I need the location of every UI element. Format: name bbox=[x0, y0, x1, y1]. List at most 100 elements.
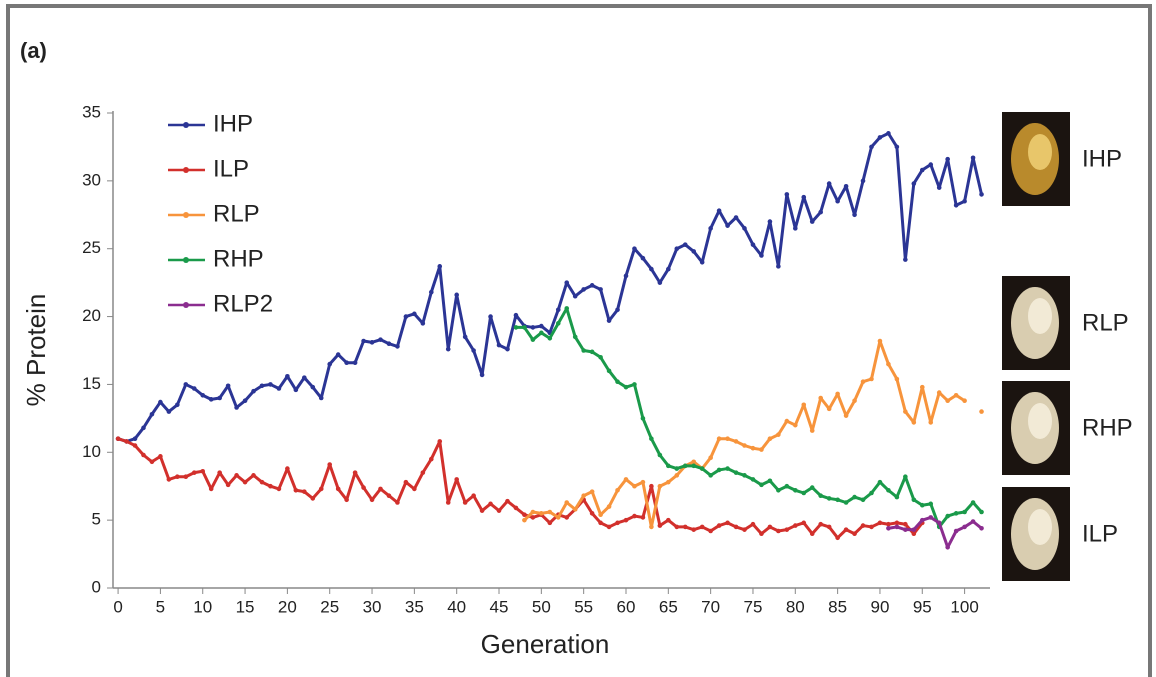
point bbox=[674, 473, 679, 478]
y-axis-title: % Protein bbox=[21, 294, 51, 407]
point bbox=[827, 407, 832, 412]
point bbox=[277, 386, 282, 391]
point bbox=[564, 280, 569, 285]
point bbox=[268, 484, 273, 489]
point bbox=[632, 246, 637, 251]
point bbox=[861, 179, 866, 184]
x-tick-label: 50 bbox=[532, 597, 551, 616]
point bbox=[294, 388, 299, 393]
y-tick-label: 15 bbox=[82, 374, 101, 393]
x-tick-label: 85 bbox=[828, 597, 847, 616]
point bbox=[751, 446, 756, 451]
point bbox=[226, 483, 231, 488]
point bbox=[717, 208, 722, 213]
point bbox=[683, 464, 688, 469]
point bbox=[658, 484, 663, 489]
point bbox=[632, 382, 637, 387]
point bbox=[421, 321, 426, 326]
point bbox=[615, 521, 620, 526]
y-tick-label: 10 bbox=[82, 442, 101, 461]
point bbox=[708, 226, 713, 231]
chart: (a) Generation % Protein 051015202530350… bbox=[0, 0, 1156, 677]
point bbox=[742, 443, 747, 448]
point bbox=[649, 484, 654, 489]
point bbox=[310, 385, 315, 390]
point bbox=[912, 497, 917, 502]
y-tick-label: 25 bbox=[82, 238, 101, 257]
point bbox=[514, 313, 519, 318]
point bbox=[658, 523, 663, 528]
point bbox=[395, 344, 400, 349]
point bbox=[463, 500, 468, 505]
point bbox=[226, 383, 231, 388]
point bbox=[818, 396, 823, 401]
point bbox=[801, 402, 806, 407]
point bbox=[912, 531, 917, 536]
point bbox=[928, 515, 933, 520]
point bbox=[801, 491, 806, 496]
point bbox=[852, 212, 857, 217]
point bbox=[886, 488, 891, 493]
point bbox=[945, 514, 950, 519]
point bbox=[624, 518, 629, 523]
point bbox=[886, 131, 891, 136]
point bbox=[539, 324, 544, 329]
point bbox=[725, 466, 730, 471]
point bbox=[734, 439, 739, 444]
point bbox=[734, 525, 739, 530]
point bbox=[861, 379, 866, 384]
x-tick-label: 10 bbox=[193, 597, 212, 616]
point bbox=[251, 473, 256, 478]
point bbox=[387, 341, 392, 346]
point bbox=[903, 522, 908, 527]
point bbox=[903, 257, 908, 262]
point bbox=[412, 312, 417, 317]
point bbox=[539, 331, 544, 336]
point bbox=[928, 420, 933, 425]
point bbox=[649, 267, 654, 272]
point bbox=[852, 531, 857, 536]
point bbox=[480, 508, 485, 513]
point bbox=[556, 307, 561, 312]
point bbox=[564, 500, 569, 505]
point bbox=[641, 416, 646, 421]
kernel-highlight bbox=[1028, 509, 1052, 545]
x-tick-label: 0 bbox=[113, 597, 122, 616]
point bbox=[141, 426, 146, 431]
point bbox=[852, 398, 857, 403]
point bbox=[141, 453, 146, 458]
point bbox=[607, 525, 612, 530]
point bbox=[556, 515, 561, 520]
point bbox=[624, 477, 629, 482]
point bbox=[768, 525, 773, 530]
point bbox=[700, 260, 705, 265]
point bbox=[776, 529, 781, 534]
point bbox=[539, 511, 544, 516]
point bbox=[480, 373, 485, 378]
point bbox=[683, 242, 688, 247]
point bbox=[285, 374, 290, 379]
point bbox=[302, 489, 307, 494]
point bbox=[514, 506, 519, 511]
point bbox=[294, 488, 299, 493]
x-tick-label: 95 bbox=[913, 597, 932, 616]
point bbox=[175, 402, 180, 407]
legend-dot bbox=[183, 212, 189, 218]
point bbox=[920, 503, 925, 508]
point bbox=[691, 459, 696, 464]
point bbox=[167, 409, 172, 414]
point bbox=[522, 512, 527, 517]
point bbox=[607, 318, 612, 323]
point bbox=[573, 294, 578, 299]
point bbox=[785, 419, 790, 424]
point bbox=[827, 525, 832, 530]
y-tick-label: 0 bbox=[92, 577, 101, 596]
point bbox=[200, 469, 205, 474]
point bbox=[200, 393, 205, 398]
point bbox=[776, 264, 781, 269]
point bbox=[844, 184, 849, 189]
legend-dot bbox=[183, 302, 189, 308]
kernel-highlight bbox=[1028, 134, 1052, 170]
point bbox=[979, 510, 984, 515]
point bbox=[217, 396, 222, 401]
